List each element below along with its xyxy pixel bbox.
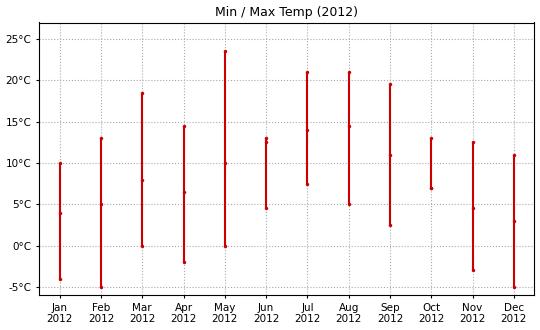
Title: Min / Max Temp (2012): Min / Max Temp (2012) <box>215 6 358 18</box>
